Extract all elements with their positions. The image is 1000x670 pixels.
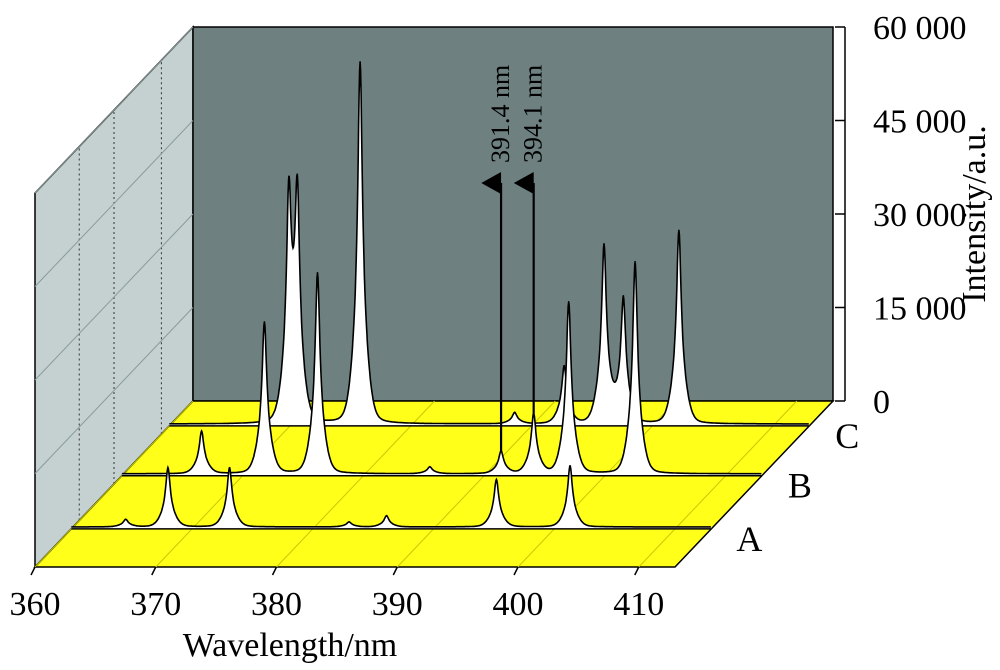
peak-point xyxy=(385,514,388,517)
series-label-c: C xyxy=(835,416,859,456)
series-a-fill xyxy=(71,466,712,529)
y-tick-label: 0 xyxy=(873,384,890,421)
y-axis-title: Intensity/a.u. xyxy=(956,125,993,303)
peak-point xyxy=(603,242,605,245)
peak-point xyxy=(495,478,498,481)
x-tick-label: 390 xyxy=(372,586,423,623)
series-a-line xyxy=(71,464,711,528)
side-wall-tick-line xyxy=(34,120,194,287)
peak-point xyxy=(228,466,231,469)
peak-point xyxy=(567,301,570,303)
series-c-line xyxy=(169,61,809,425)
floor-gridline xyxy=(155,400,315,568)
peak-point xyxy=(200,430,203,432)
chart-axes: CBA 360 370 380 390 400 410 Wavelength/nm 0 15 00… xyxy=(10,10,994,664)
peak-point xyxy=(263,321,266,323)
spectra-series xyxy=(71,61,810,530)
peak-point xyxy=(678,229,680,232)
series-b-fill xyxy=(121,263,762,476)
x-axis-title: Wavelength/nm xyxy=(183,627,397,664)
x-tick-mark xyxy=(30,566,36,576)
x-tick-label: 410 xyxy=(613,586,664,623)
peak-point xyxy=(348,521,350,523)
x-tick-mark xyxy=(151,566,157,576)
peak-point xyxy=(563,364,565,367)
y-tick-label: 15 000 xyxy=(873,291,967,328)
peak-annotations: 391.4 nm 394.1 nm xyxy=(481,65,548,451)
annotation-label: 391.4 nm xyxy=(486,65,515,163)
peak-point xyxy=(359,61,361,63)
annotation-label: 394.1 nm xyxy=(519,65,548,163)
floor-gridline xyxy=(638,400,798,568)
peak-point xyxy=(622,294,625,297)
x-tick-label: 370 xyxy=(130,586,181,623)
peak-point xyxy=(167,466,169,469)
y-tick-label: 60 000 xyxy=(873,10,967,47)
floor-gridline xyxy=(34,400,194,568)
peak-point xyxy=(569,465,571,467)
series-label-a: A xyxy=(736,519,762,559)
floor-gridline xyxy=(396,400,556,568)
side-wall-tick-line xyxy=(34,307,194,474)
series-a xyxy=(71,464,712,530)
x-tick-label: 400 xyxy=(493,586,544,623)
peak-point xyxy=(288,175,290,178)
peak-point xyxy=(429,465,431,468)
peak-point xyxy=(124,518,127,521)
y-tick-label: 45 000 xyxy=(873,104,967,141)
series-label-b: B xyxy=(788,466,812,506)
series-c xyxy=(169,61,810,427)
peak-point xyxy=(513,411,516,414)
peak-point xyxy=(316,271,319,274)
y-tick-label: 30 000 xyxy=(873,197,967,234)
side-wall-tick-line xyxy=(34,26,194,194)
chart-walls xyxy=(33,25,835,569)
peak-point xyxy=(296,173,299,175)
floor-gridline xyxy=(276,400,435,568)
side-wall-tick-line xyxy=(34,213,194,381)
floor-gridline xyxy=(517,400,677,568)
series-c-fill xyxy=(169,61,810,426)
x-tick-mark xyxy=(634,566,640,576)
x-tick-label: 380 xyxy=(251,586,302,623)
x-tick-mark xyxy=(513,566,519,576)
peak-point xyxy=(634,260,636,263)
x-tick-mark xyxy=(392,566,398,576)
x-tick-mark xyxy=(271,566,278,576)
x-tick-label: 360 xyxy=(10,586,61,623)
